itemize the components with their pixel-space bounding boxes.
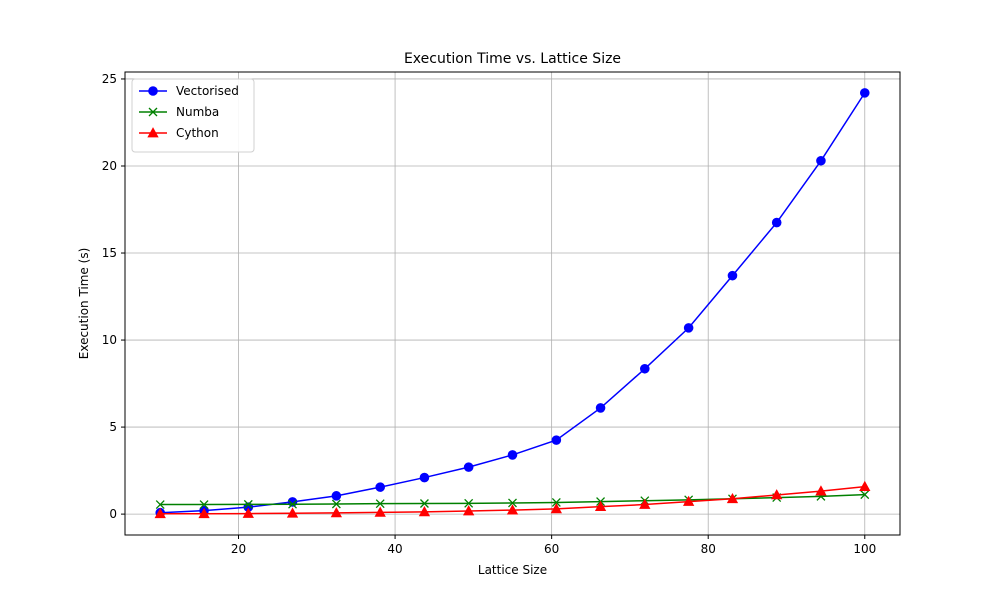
plot-frame [124, 71, 901, 536]
chart-title: Execution Time vs. Lattice Size [404, 51, 621, 67]
data-point-cython [726, 492, 739, 504]
data-point-vectorised [551, 435, 562, 445]
data-point-cython [242, 507, 254, 518]
data-point-numba [199, 500, 209, 509]
data-point-cython [771, 489, 783, 500]
y-tick-label: 25 [102, 72, 117, 86]
y-tick-label: 15 [102, 246, 117, 260]
legend-label-cython: Cython [176, 126, 219, 140]
y-tick-label: 5 [109, 420, 117, 434]
legend-item-vectorised: Vectorised [139, 84, 239, 98]
data-point-cython [374, 506, 386, 517]
data-point-numba [419, 499, 429, 508]
data-point-numba [288, 499, 297, 509]
data-point-cython [463, 505, 475, 516]
data-point-numba [464, 498, 474, 508]
data-point-vectorised [727, 270, 738, 281]
y-tick-label: 20 [102, 159, 117, 173]
series-cython [154, 480, 871, 519]
data-point-vectorised [507, 450, 518, 460]
y-tick-label: 0 [109, 507, 117, 521]
data-point-cython [154, 507, 166, 519]
data-point-vectorised [683, 323, 694, 333]
data-point-cython [506, 504, 519, 515]
x-tick-label: 60 [544, 542, 559, 556]
data-point-vectorised [639, 363, 650, 374]
legend-marker-numba [148, 107, 158, 117]
data-point-vectorised [419, 472, 430, 483]
data-point-vectorised [463, 462, 474, 472]
x-tick-label: 20 [231, 542, 246, 556]
data-point-numba [375, 499, 385, 509]
data-point-numba [508, 498, 517, 508]
data-point-cython [682, 495, 695, 506]
data-point-vectorised [331, 491, 342, 501]
series-layer [154, 88, 871, 519]
legend-label-vectorised: Vectorised [176, 84, 239, 98]
data-point-cython [550, 503, 562, 514]
data-point-vectorised [859, 88, 870, 98]
data-point-cython [859, 480, 871, 491]
legend-marker-cython [147, 127, 159, 138]
data-point-vectorised [816, 155, 826, 166]
data-point-cython [639, 498, 651, 509]
legend-label-numba: Numba [176, 105, 219, 119]
data-point-numba [860, 490, 870, 500]
legend-item-cython: Cython [139, 126, 219, 140]
x-tick-label: 80 [701, 542, 716, 556]
data-point-numba [155, 500, 165, 509]
data-point-cython [418, 506, 431, 517]
data-point-numba [243, 499, 253, 509]
y-tick-label: 10 [102, 333, 117, 347]
data-point-cython [594, 500, 607, 511]
axis-ticks: 20 40 60 80 100 0 5 10 15 20 25 [102, 72, 877, 556]
data-point-cython [330, 507, 343, 518]
data-point-vectorised [375, 482, 386, 492]
data-point-numba [551, 497, 561, 507]
legend: Vectorised Numba Cython [131, 78, 255, 153]
data-point-cython [286, 507, 299, 518]
data-point-cython [815, 485, 827, 496]
legend-item-numba: Numba [139, 105, 219, 119]
legend-marker-vectorised [148, 86, 158, 96]
y-axis-label: Execution Time (s) [77, 248, 91, 360]
x-tick-label: 40 [387, 542, 402, 556]
x-axis-label: Lattice Size [478, 563, 547, 577]
x-tick-label: 100 [853, 542, 876, 556]
data-point-numba [331, 499, 341, 509]
data-point-cython [198, 507, 210, 519]
data-point-vectorised [595, 403, 606, 413]
data-point-vectorised [771, 217, 782, 228]
